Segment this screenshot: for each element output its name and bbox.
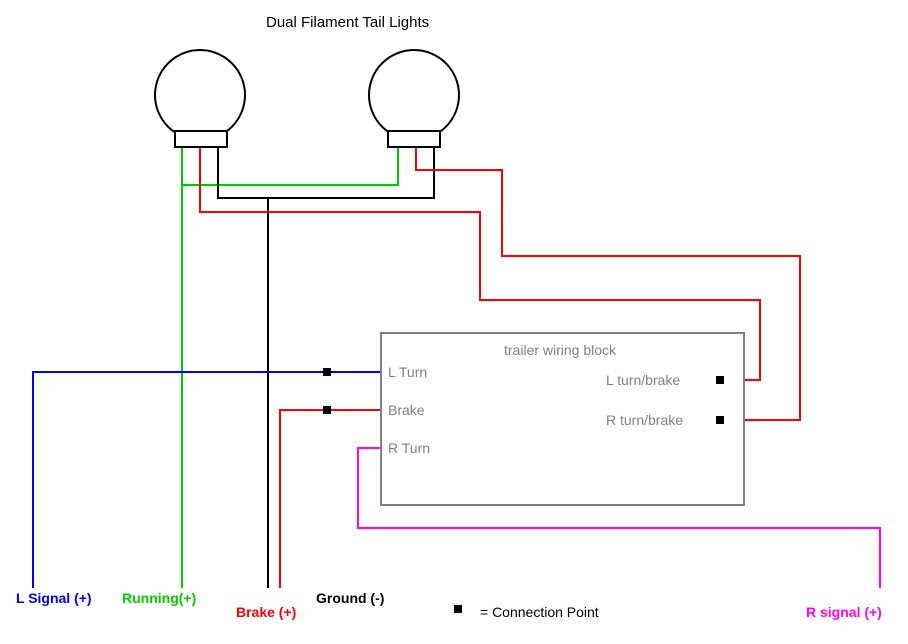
signal-label-l-signal: L Signal (+): [16, 590, 92, 606]
wire-running-green: [182, 147, 398, 185]
wire-brake-red-left: [200, 147, 760, 380]
signal-label-r-signal: R signal (+): [806, 604, 882, 620]
terminal-r-turn: R Turn: [388, 440, 430, 456]
signal-label-brake: Brake (+): [236, 604, 296, 620]
wiring-svg: [0, 0, 908, 644]
diagram-title: Dual Filament Tail Lights: [266, 14, 429, 31]
wiring-block-title: trailer wiring block: [504, 342, 616, 358]
terminal-brake: Brake: [388, 402, 425, 418]
bulb-right: [369, 50, 459, 140]
bulb-socket-right: [388, 131, 440, 147]
connection-point-3: [716, 416, 724, 424]
wiring-block-rect: [381, 333, 744, 505]
wire-r-signal-magenta: [358, 448, 880, 588]
terminal-r-turn-brake: R turn/brake: [606, 412, 683, 428]
connection-point-1: [323, 406, 331, 414]
legend-text: = Connection Point: [480, 604, 599, 620]
terminal-l-turn-brake: L turn/brake: [606, 372, 680, 388]
connection-point-2: [716, 376, 724, 384]
bulb-left: [155, 50, 245, 140]
terminal-l-turn: L Turn: [388, 364, 427, 380]
wire-l-signal-blue: [33, 372, 381, 588]
wire-ground-black: [218, 147, 434, 198]
bulb-socket-left: [175, 131, 227, 147]
signal-label-ground: Ground (-): [316, 590, 384, 606]
connection-point-0: [323, 368, 331, 376]
wire-brake-red-input: [280, 410, 381, 588]
legend-marker: [454, 605, 462, 613]
signal-label-running: Running(+): [122, 590, 196, 606]
